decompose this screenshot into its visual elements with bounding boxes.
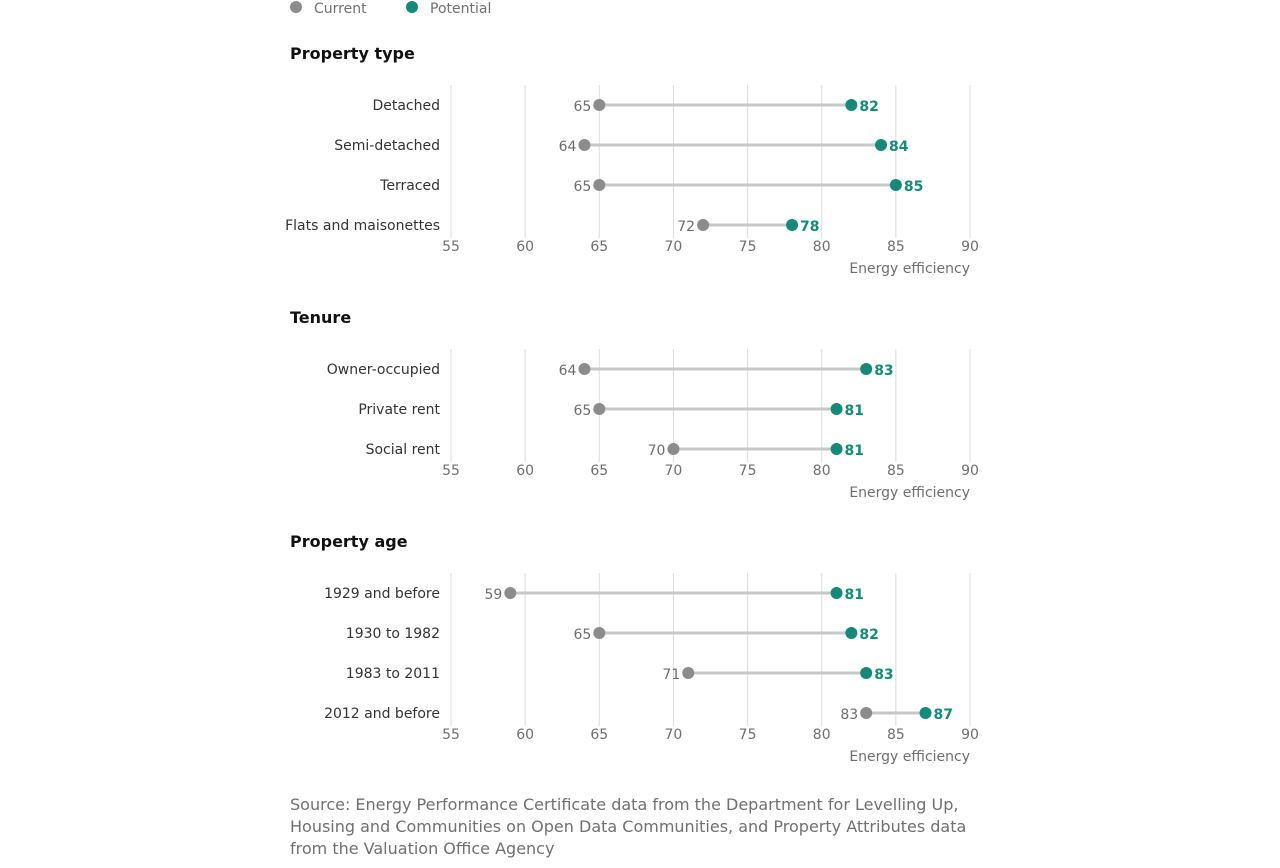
category-label: 1929 and before: [324, 586, 440, 602]
dumbbell-charts: Current Potential Property type 55 60 65 70 7…: [285, 1, 979, 765]
legend-current-label: Current: [314, 1, 367, 17]
x-tick-label: 70: [665, 463, 683, 479]
chart-panel: Property type 55 60 65 70 75 80 85 90 Energy effi…: [285, 44, 979, 277]
current-value-label: 64: [559, 139, 577, 155]
current-value-label: 65: [573, 403, 591, 419]
source-note: Source: Energy Performance Certificate d…: [290, 795, 967, 858]
potential-point: [845, 99, 858, 111]
x-axis-label: Energy efficiency: [849, 261, 970, 277]
current-point: [578, 139, 591, 151]
x-tick-label: 80: [813, 239, 831, 255]
potential-point: [860, 363, 873, 375]
current-point: [860, 707, 873, 719]
x-tick-label: 75: [739, 239, 757, 255]
x-tick-label: 55: [442, 463, 460, 479]
potential-value-label: 81: [845, 403, 864, 419]
x-tick-label: 85: [887, 727, 905, 743]
potential-value-label: 81: [845, 443, 864, 459]
current-point: [697, 219, 710, 231]
potential-point: [830, 443, 843, 455]
category-label: Flats and maisonettes: [285, 218, 440, 234]
current-point: [593, 403, 606, 415]
x-tick-label: 65: [590, 239, 608, 255]
current-point: [593, 179, 606, 191]
category-label: Terraced: [379, 178, 440, 194]
current-value-label: 65: [573, 99, 591, 115]
category-label: Private rent: [358, 402, 440, 418]
potential-value-label: 81: [845, 587, 864, 603]
chart-panel: Tenure 55 60 65 70 75 80 85 90 Energy efficiency O…: [290, 308, 979, 501]
potential-value-label: 84: [889, 139, 909, 155]
potential-point: [786, 219, 799, 231]
x-tick-label: 60: [516, 239, 534, 255]
legend-potential-marker: [406, 1, 418, 13]
current-value-label: 72: [677, 219, 695, 235]
x-tick-label: 60: [516, 727, 534, 743]
current-point: [578, 363, 591, 375]
potential-value-label: 82: [859, 627, 878, 643]
potential-value-label: 78: [800, 219, 819, 235]
category-label: 2012 and before: [324, 706, 440, 722]
x-tick-label: 65: [590, 463, 608, 479]
x-tick-label: 80: [813, 463, 831, 479]
potential-point: [919, 707, 932, 719]
current-point: [667, 443, 680, 455]
potential-value-label: 82: [859, 99, 878, 115]
current-value-label: 65: [573, 179, 591, 195]
x-tick-label: 70: [665, 239, 683, 255]
potential-point: [860, 667, 873, 679]
potential-value-label: 87: [934, 707, 953, 723]
legend-potential-label: Potential: [430, 1, 491, 17]
x-tick-label: 90: [961, 239, 979, 255]
x-tick-label: 55: [442, 727, 460, 743]
current-value-label: 65: [573, 627, 591, 643]
current-value-label: 64: [559, 363, 577, 379]
category-label: 1983 to 2011: [346, 666, 440, 682]
current-value-label: 83: [840, 707, 858, 723]
category-label: 1930 to 1982: [346, 626, 440, 642]
potential-point: [889, 179, 902, 191]
potential-point: [830, 587, 843, 599]
x-tick-label: 70: [665, 727, 683, 743]
current-point: [682, 667, 695, 679]
x-tick-label: 80: [813, 727, 831, 743]
x-tick-label: 75: [739, 463, 757, 479]
potential-point: [875, 139, 888, 151]
category-label: Detached: [372, 98, 440, 114]
x-tick-label: 55: [442, 239, 460, 255]
x-tick-label: 65: [590, 727, 608, 743]
current-value-label: 59: [484, 587, 502, 603]
potential-point: [830, 403, 843, 415]
x-tick-label: 75: [739, 727, 757, 743]
legend-current-marker: [290, 1, 302, 13]
current-point: [593, 99, 606, 111]
category-label: Semi-detached: [334, 138, 440, 154]
x-tick-label: 85: [887, 239, 905, 255]
x-axis-label: Energy efficiency: [849, 749, 970, 765]
current-point: [504, 587, 517, 599]
x-tick-label: 85: [887, 463, 905, 479]
panel-title: Tenure: [290, 308, 351, 327]
potential-value-label: 83: [874, 363, 893, 379]
x-tick-label: 60: [516, 463, 534, 479]
category-label: Owner-occupied: [327, 362, 440, 378]
potential-value-label: 85: [904, 179, 923, 195]
current-point: [593, 627, 606, 639]
legend: Current Potential: [290, 1, 491, 17]
current-value-label: 71: [662, 667, 680, 683]
x-tick-label: 90: [961, 463, 979, 479]
panel-title: Property age: [290, 532, 408, 551]
current-value-label: 70: [648, 443, 666, 459]
category-label: Social rent: [366, 442, 441, 458]
x-tick-label: 90: [961, 727, 979, 743]
chart-panel: Property age 55 60 65 70 75 80 85 90 Energy effic…: [290, 532, 979, 765]
panel-title: Property type: [290, 44, 415, 63]
potential-point: [845, 627, 858, 639]
x-axis-label: Energy efficiency: [849, 485, 970, 501]
potential-value-label: 83: [874, 667, 893, 683]
